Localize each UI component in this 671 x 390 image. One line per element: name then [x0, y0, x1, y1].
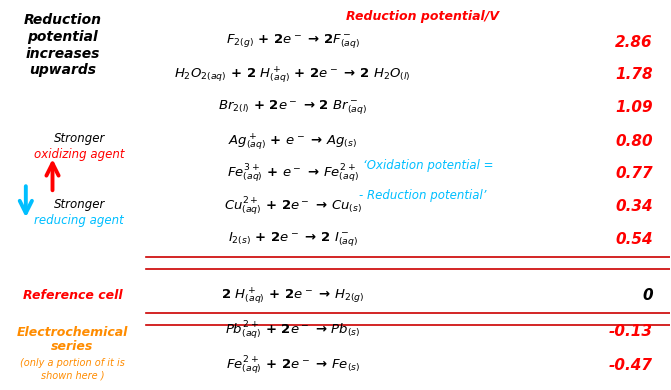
Text: series: series: [52, 340, 94, 353]
Text: Reference cell: Reference cell: [23, 289, 122, 302]
Text: 0.77: 0.77: [615, 166, 653, 181]
Text: reducing agent: reducing agent: [34, 214, 124, 227]
Text: 0: 0: [642, 288, 653, 303]
Text: -0.13: -0.13: [609, 324, 653, 339]
Text: Stronger: Stronger: [54, 132, 105, 145]
Text: - Reduction potential’: - Reduction potential’: [359, 188, 486, 202]
Text: -0.47: -0.47: [609, 358, 653, 373]
Text: 0.80: 0.80: [615, 134, 653, 149]
Text: 1.09: 1.09: [615, 100, 653, 115]
Text: Reduction potential/V: Reduction potential/V: [346, 11, 499, 23]
Text: Stronger: Stronger: [54, 198, 105, 211]
Text: oxidizing agent: oxidizing agent: [34, 148, 124, 161]
Text: Electrochemical: Electrochemical: [17, 326, 128, 339]
Text: shown here ): shown here ): [41, 371, 104, 381]
Text: $Pb^{2+}_{(aq)}$ + 2$e^-$ → $Pb_{(s)}$: $Pb^{2+}_{(aq)}$ + 2$e^-$ → $Pb_{(s)}$: [225, 320, 360, 342]
Text: 2 $H^+_{(aq)}$ + 2$e^-$ → $H_{2(g)}$: 2 $H^+_{(aq)}$ + 2$e^-$ → $H_{2(g)}$: [221, 285, 364, 306]
Text: $Fe^{3+}_{(aq)}$ + $e^-$ → $Fe^{2+}_{(aq)}$: $Fe^{3+}_{(aq)}$ + $e^-$ → $Fe^{2+}_{(aq…: [227, 163, 358, 185]
Text: 1.78: 1.78: [615, 67, 653, 82]
Text: 0.54: 0.54: [615, 232, 653, 247]
Text: $Br_{2(l)}$ + 2$e^-$ → 2 $Br^-_{(aq)}$: $Br_{2(l)}$ + 2$e^-$ → 2 $Br^-_{(aq)}$: [218, 99, 367, 117]
Text: 0.34: 0.34: [615, 199, 653, 214]
Text: $Ag^+_{(aq)}$ + $e^-$ → $Ag_{(s)}$: $Ag^+_{(aq)}$ + $e^-$ → $Ag_{(s)}$: [228, 131, 357, 152]
Text: (only a portion of it is: (only a portion of it is: [20, 358, 125, 368]
Text: $I_{2(s)}$ + 2$e^-$ → 2 $I^-_{(aq)}$: $I_{2(s)}$ + 2$e^-$ → 2 $I^-_{(aq)}$: [227, 230, 358, 249]
Text: $Fe^{2+}_{(aq)}$ + 2$e^-$ → $Fe_{(s)}$: $Fe^{2+}_{(aq)}$ + 2$e^-$ → $Fe_{(s)}$: [225, 354, 360, 376]
Text: $H_2O_{2(aq)}$ + 2 $H^+_{(aq)}$ + 2$e^-$ → 2 $H_2O_{(l)}$: $H_2O_{2(aq)}$ + 2 $H^+_{(aq)}$ + 2$e^-$…: [174, 64, 411, 85]
Text: ‘Oxidation potential =: ‘Oxidation potential =: [363, 160, 493, 172]
Text: 2.86: 2.86: [615, 35, 653, 50]
Text: $F_{2(g)}$ + 2$e^-$ → 2$F^-_{(aq)}$: $F_{2(g)}$ + 2$e^-$ → 2$F^-_{(aq)}$: [225, 33, 360, 51]
Text: Reduction
potential
increases
upwards: Reduction potential increases upwards: [23, 13, 101, 77]
Text: $Cu^{2+}_{(aq)}$ + 2$e^-$ → $Cu_{(s)}$: $Cu^{2+}_{(aq)}$ + 2$e^-$ → $Cu_{(s)}$: [223, 195, 362, 218]
